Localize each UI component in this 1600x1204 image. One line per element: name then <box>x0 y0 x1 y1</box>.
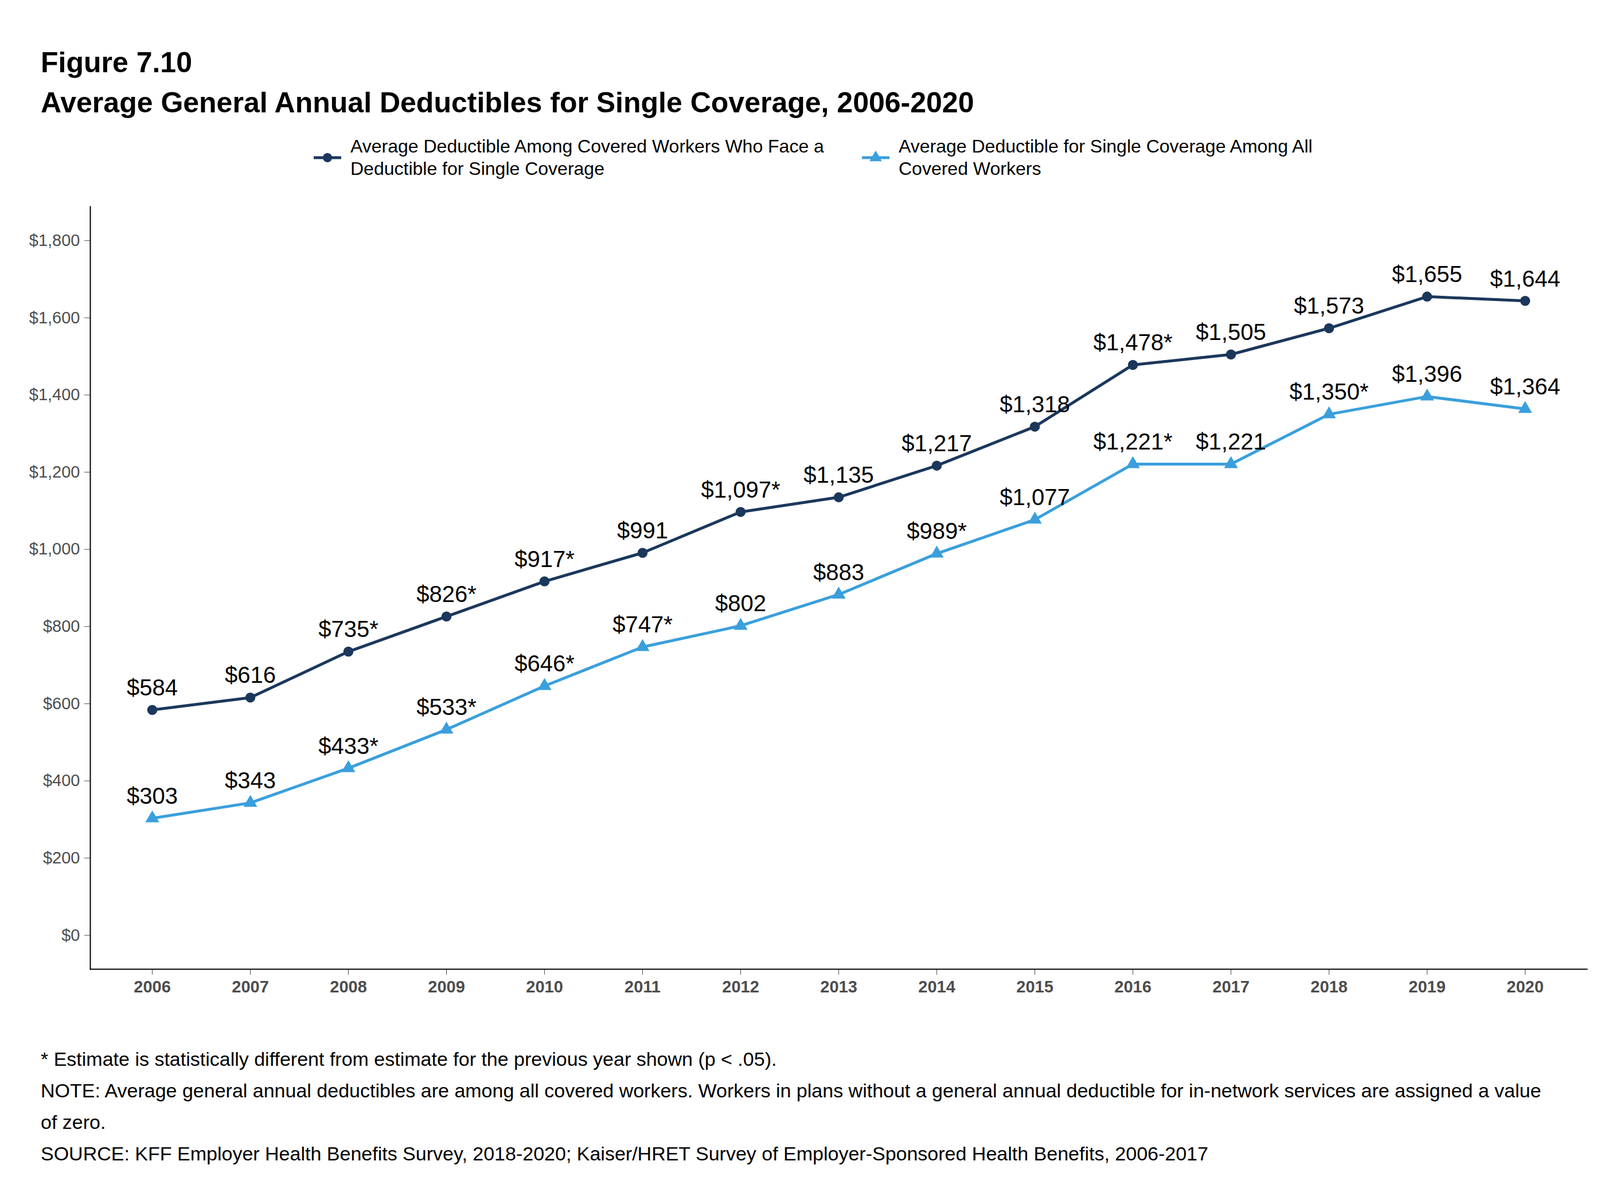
html-text:Average General Annual Deducti: Average General Annual Deductibles for S… <box>40 86 975 119</box>
svg-text:$800: $800 <box>43 617 81 636</box>
html-text:Average Deductible Among Cover: Average Deductible Among Covered Workers… <box>350 135 825 179</box>
svg-text:$646*: $646* <box>514 650 575 677</box>
svg-text:$584: $584 <box>126 674 178 701</box>
svg-text:2007: 2007 <box>231 977 269 997</box>
svg-text:2018: 2018 <box>1310 977 1348 997</box>
svg-text:$1,200: $1,200 <box>29 462 81 482</box>
svg-text:2016: 2016 <box>1114 977 1152 997</box>
svg-text:2010: 2010 <box>525 977 564 997</box>
svg-text:2006: 2006 <box>133 977 171 997</box>
svg-text:$1,400: $1,400 <box>29 385 81 404</box>
svg-text:$1,318: $1,318 <box>999 391 1070 417</box>
svg-text:2019: 2019 <box>1408 977 1446 997</box>
svg-text:$1,217: $1,217 <box>901 430 972 456</box>
svg-text:$1,478*: $1,478* <box>1093 329 1173 355</box>
html-text:* Estimate is statistically di: * Estimate is statistically different fr… <box>40 1048 777 1071</box>
svg-text:$1,396: $1,396 <box>1391 361 1462 387</box>
svg-text:$433*: $433* <box>318 733 379 759</box>
svg-text:$533*: $533* <box>416 694 477 720</box>
svg-text:$600: $600 <box>43 694 81 713</box>
svg-text:$826*: $826* <box>416 581 477 607</box>
svg-text:$1,505: $1,505 <box>1195 319 1266 345</box>
svg-text:$303: $303 <box>126 783 178 809</box>
svg-text:$883: $883 <box>813 559 865 585</box>
svg-text:$1,600: $1,600 <box>29 308 81 327</box>
svg-text:2008: 2008 <box>329 977 368 997</box>
svg-text:$735*: $735* <box>318 616 379 642</box>
svg-text:$1,000: $1,000 <box>29 539 81 558</box>
svg-text:2012: 2012 <box>722 977 760 997</box>
svg-text:2013: 2013 <box>820 977 858 997</box>
svg-text:$1,221: $1,221 <box>1195 428 1266 455</box>
svg-text:2014: 2014 <box>918 977 956 997</box>
html-text:Figure 7.10: Figure 7.10 <box>40 46 193 79</box>
svg-text:$1,077: $1,077 <box>999 484 1070 510</box>
svg-text:$343: $343 <box>224 767 276 794</box>
html-text:SOURCE: KFF Employer Health Be: SOURCE: KFF Employer Health Benefits Sur… <box>40 1142 1209 1165</box>
svg-text:$616: $616 <box>224 662 276 688</box>
svg-text:$747*: $747* <box>612 611 673 638</box>
svg-text:$1,097*: $1,097* <box>701 477 781 503</box>
svg-text:2009: 2009 <box>427 977 466 997</box>
svg-text:$991: $991 <box>617 517 669 544</box>
svg-text:2011: 2011 <box>624 977 661 997</box>
svg-text:$802: $802 <box>715 590 767 616</box>
svg-text:2017: 2017 <box>1212 977 1250 997</box>
svg-text:$1,350*: $1,350* <box>1289 379 1369 405</box>
svg-text:2020: 2020 <box>1506 977 1544 997</box>
html-text:NOTE: Average general annual d: NOTE: Average general annual deductibles… <box>40 1079 1542 1134</box>
svg-text:2015: 2015 <box>1016 977 1054 997</box>
svg-text:$0: $0 <box>61 926 80 945</box>
svg-text:$1,135: $1,135 <box>803 462 874 488</box>
svg-text:$989*: $989* <box>906 518 967 544</box>
svg-text:$1,800: $1,800 <box>29 231 81 250</box>
svg-text:$1,221*: $1,221* <box>1093 428 1173 455</box>
svg-text:$1,364: $1,364 <box>1489 373 1560 400</box>
svg-text:$1,644: $1,644 <box>1489 266 1560 292</box>
svg-text:$400: $400 <box>43 771 81 790</box>
svg-text:$1,573: $1,573 <box>1293 293 1364 319</box>
svg-text:$200: $200 <box>43 848 81 868</box>
svg-text:$917*: $917* <box>514 546 575 572</box>
html-text:Average Deductible for Single: Average Deductible for Single Coverage A… <box>898 135 1313 179</box>
svg-text:$1,655: $1,655 <box>1391 261 1462 287</box>
